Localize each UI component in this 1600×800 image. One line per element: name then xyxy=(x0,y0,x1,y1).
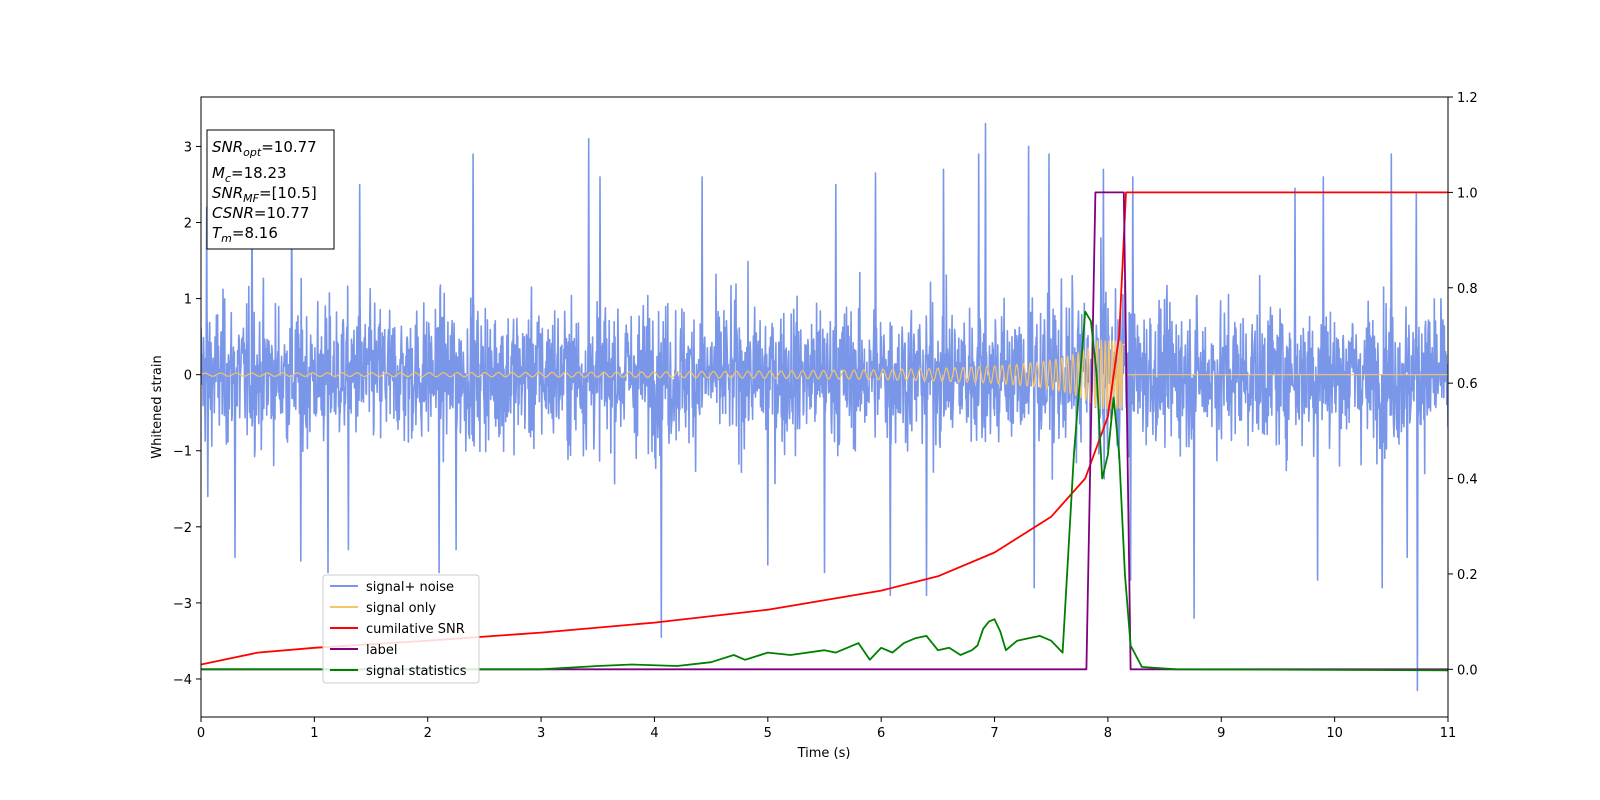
x-tick-label: 6 xyxy=(877,726,885,741)
y-left-tick-label: −4 xyxy=(173,673,192,688)
x-tick-label: 1 xyxy=(310,726,318,741)
x-axis-title: Time (s) xyxy=(797,746,851,761)
y-right-tick-label: 0.6 xyxy=(1457,377,1478,392)
y-left-tick-label: 3 xyxy=(184,140,192,155)
annotation-line-csnr: CSNR=10.77 xyxy=(212,204,309,222)
series-signal-only xyxy=(201,338,1448,410)
y-left-tick-label: 0 xyxy=(184,369,192,384)
y-right-tick-label: 0.0 xyxy=(1457,663,1478,678)
series-signal-statistics xyxy=(201,310,1448,672)
y-left-tick-label: −3 xyxy=(173,597,192,612)
x-tick-label: 4 xyxy=(650,726,658,741)
series-layer xyxy=(201,122,1448,692)
left-y-axis: 3 2 1 0 −1 −2 −3 −4 xyxy=(173,140,201,688)
x-axis: 0 1 2 3 4 5 6 7 8 9 10 11 xyxy=(197,717,1456,741)
y-right-tick-label: 1.0 xyxy=(1457,186,1478,201)
plot-frame xyxy=(200,96,1449,718)
annotation-line-tm: Tm=8.16 xyxy=(212,224,278,245)
annotation-line-mc: Mc=18.23 xyxy=(212,164,287,185)
legend-entry-label: label xyxy=(330,643,397,658)
x-tick-label: 8 xyxy=(1104,726,1112,741)
legend-entry-signal-noise: signal+ noise xyxy=(330,580,454,595)
y-left-tick-label: −2 xyxy=(173,521,192,536)
y-right-tick-label: 0.2 xyxy=(1457,568,1478,583)
y-right-tick-label: 0.4 xyxy=(1457,473,1478,488)
y-left-tick-label: −1 xyxy=(173,445,192,460)
legend-entry-signal-statistics: signal statistics xyxy=(330,664,467,679)
legend-label-label: label xyxy=(366,643,397,658)
y-left-tick-label: 2 xyxy=(184,217,192,232)
x-tick-label: 2 xyxy=(424,726,432,741)
annotation-line-snr-mf: SNRMF=[10.5] xyxy=(212,184,317,205)
annotation-frame xyxy=(206,129,335,250)
x-tick-label: 9 xyxy=(1217,726,1225,741)
legend-label-cumilative-snr: cumilative SNR xyxy=(366,622,465,637)
x-tick-label: 5 xyxy=(764,726,772,741)
legend-label-signal-statistics: signal statistics xyxy=(366,664,467,679)
x-tick-label: 7 xyxy=(990,726,998,741)
y-right-tick-label: 0.8 xyxy=(1457,282,1478,297)
annotation-box: SNRopt=10.77 Mc=18.23 SNRMF=[10.5] CSNR=… xyxy=(206,129,335,250)
series-signal-noise xyxy=(201,122,1448,692)
x-tick-label: 10 xyxy=(1326,726,1343,741)
x-tick-label: 11 xyxy=(1440,726,1457,741)
right-y-axis: 1.2 1.0 0.8 0.6 0.4 0.2 0.0 xyxy=(1448,91,1478,678)
legend: signal+ noise signal only cumilative SNR… xyxy=(322,574,480,684)
x-tick-label: 3 xyxy=(537,726,545,741)
legend-entry-cumilative-snr: cumilative SNR xyxy=(330,622,465,637)
annotation-line-snr-opt: SNRopt=10.77 xyxy=(212,138,317,159)
legend-frame xyxy=(322,574,480,684)
y-left-tick-label: 1 xyxy=(184,293,192,308)
x-tick-label: 0 xyxy=(197,726,205,741)
legend-label-signal-only: signal only xyxy=(366,601,436,616)
legend-label-signal-noise: signal+ noise xyxy=(366,580,454,595)
y-right-tick-label: 1.2 xyxy=(1457,91,1478,106)
y-axis-title: Whitened strain xyxy=(150,355,165,458)
legend-entry-signal-only: signal only xyxy=(330,601,436,616)
